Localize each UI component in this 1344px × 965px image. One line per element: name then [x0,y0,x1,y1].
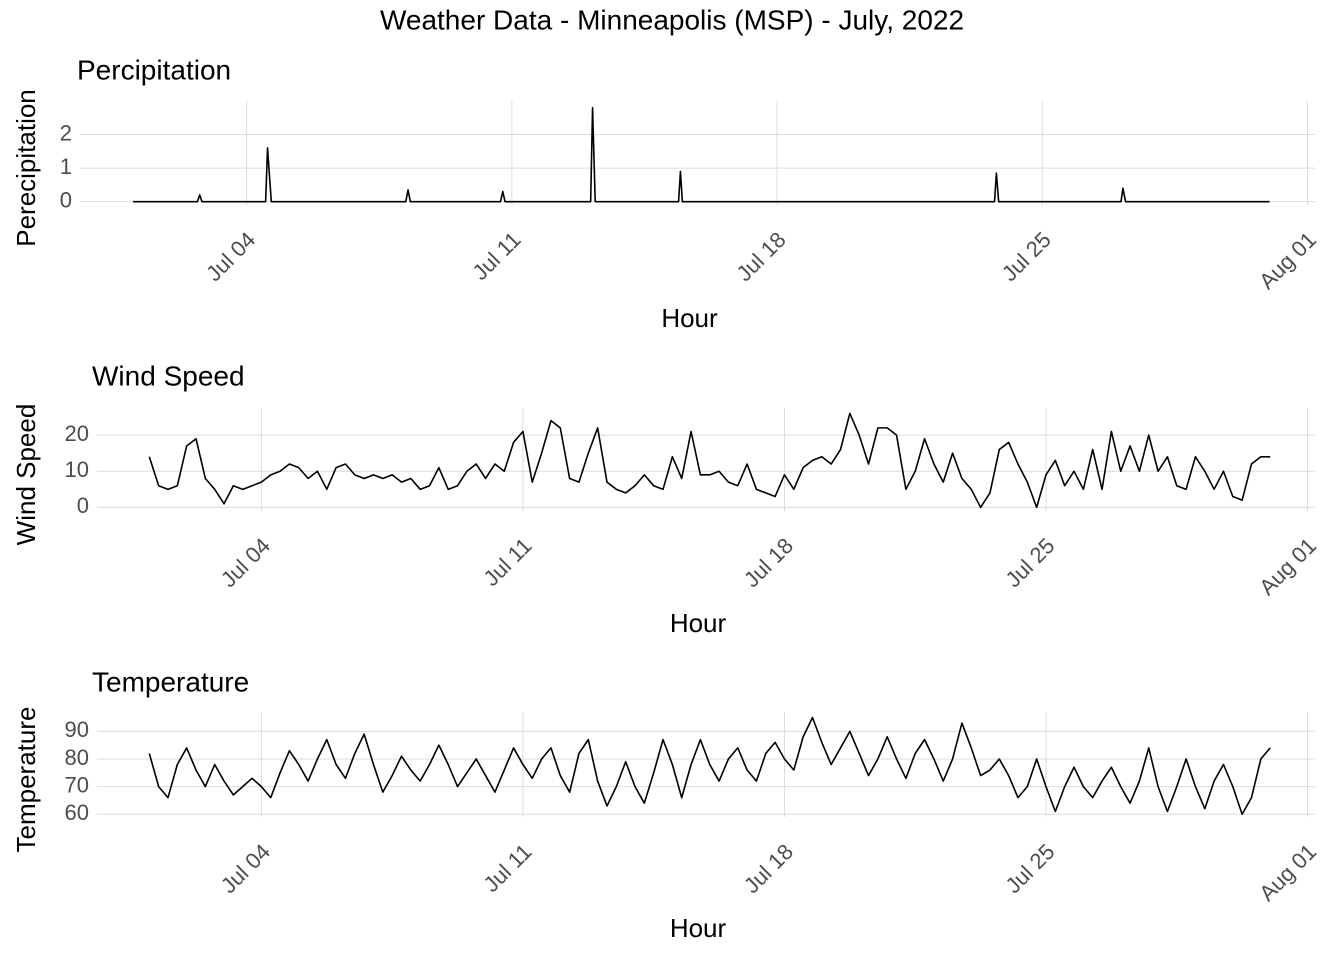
y-tick-label: 80 [65,745,89,770]
x-tick-label: Jul 18 [732,227,791,286]
y-tick-label: 20 [65,421,89,446]
x-axis-title: Hour [661,303,718,333]
y-axis-title: Wind Speed [11,404,41,546]
x-tick-label: Jul 25 [1000,839,1059,898]
x-tick-label: Jul 18 [739,533,798,592]
y-tick-label: 1 [60,154,72,179]
data-line [148,412,1271,509]
x-tick-label: Jul 04 [216,839,275,898]
y-axis-title: Perecipitation [11,89,41,247]
y-tick-label: 60 [65,800,89,825]
page-title: Weather Data - Minneapolis (MSP) - July,… [380,4,964,35]
x-axis-title: Hour [670,608,727,638]
y-tick-label: 70 [65,772,89,797]
x-axis-title: Hour [670,913,727,943]
y-tick-label: 10 [65,457,89,482]
x-tick-label: Jul 11 [479,533,537,591]
data-line [148,716,1271,816]
panel-title: Percipitation [77,54,231,85]
y-axis-title: Temperature [11,707,41,853]
panel-title: Wind Speed [92,360,245,391]
x-tick-label: Jul 25 [997,227,1056,286]
x-tick-label: Jul 04 [216,533,275,592]
x-tick-label: Aug 01 [1254,533,1321,600]
x-tick-label: Aug 01 [1254,839,1321,906]
y-tick-label: 0 [60,187,72,212]
x-tick-label: Jul 04 [201,227,260,286]
panel-title: Temperature [92,666,249,697]
x-tick-label: Aug 01 [1254,227,1321,294]
y-tick-label: 0 [77,493,89,518]
data-line [133,106,1270,203]
y-tick-label: 90 [65,717,89,742]
x-tick-label: Jul 11 [467,227,525,285]
y-tick-label: 2 [60,120,72,145]
x-tick-label: Jul 18 [739,839,798,898]
x-tick-label: Jul 11 [479,839,537,897]
x-tick-label: Jul 25 [1000,533,1059,592]
